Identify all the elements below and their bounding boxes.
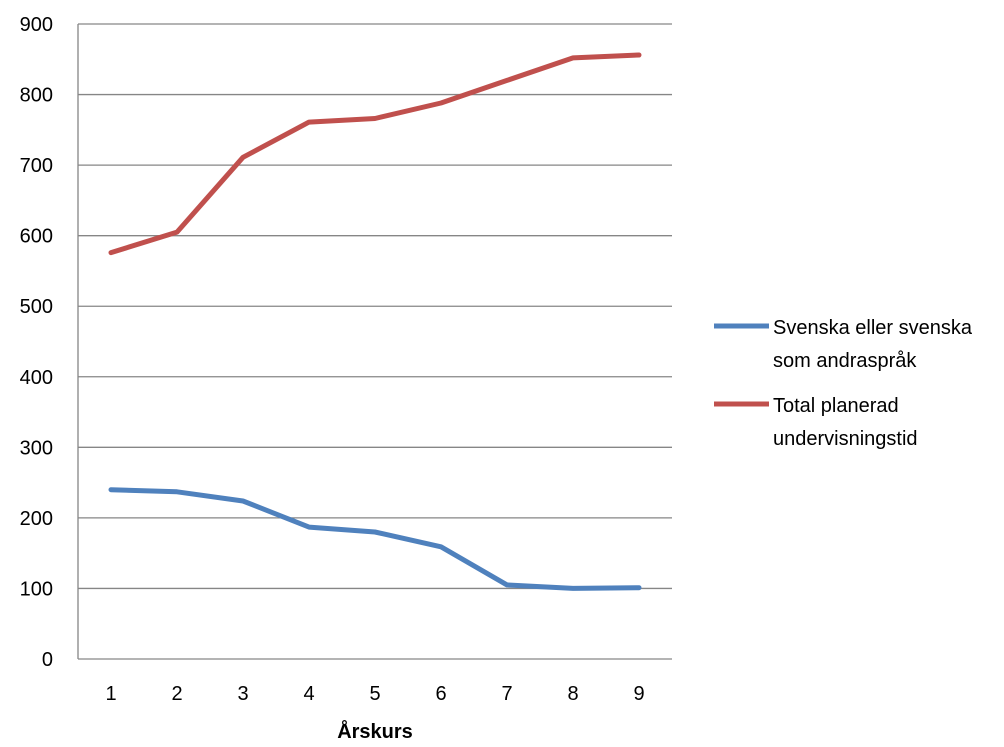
x-tick-label: 6 bbox=[435, 683, 446, 705]
y-tick-label: 800 bbox=[20, 85, 53, 107]
series-line-1 bbox=[111, 55, 639, 253]
y-tick-label: 0 bbox=[42, 649, 53, 671]
x-tick-label: 9 bbox=[633, 683, 644, 705]
y-tick-label: 300 bbox=[20, 437, 53, 459]
x-axis-title: Årskurs bbox=[337, 719, 413, 742]
x-axis-ticks: 1 2 3 4 5 6 7 8 9 bbox=[105, 683, 644, 705]
y-axis-ticks: 0 100 200 300 400 500 600 700 800 900 bbox=[20, 14, 53, 671]
gridlines bbox=[78, 24, 672, 588]
legend-label: Svenska eller svenska bbox=[773, 317, 973, 339]
x-tick-label: 7 bbox=[501, 683, 512, 705]
y-tick-label: 600 bbox=[20, 226, 53, 248]
y-tick-label: 400 bbox=[20, 367, 53, 389]
legend: Svenska eller svenska som andraspråk Total… bbox=[714, 317, 973, 450]
legend-label: som andraspråk bbox=[773, 350, 917, 372]
series-lines bbox=[111, 55, 639, 589]
x-tick-label: 4 bbox=[303, 683, 314, 705]
y-tick-label: 500 bbox=[20, 296, 53, 318]
x-tick-label: 1 bbox=[105, 683, 116, 705]
x-tick-label: 5 bbox=[369, 683, 380, 705]
legend-label: Total planerad bbox=[773, 395, 899, 417]
x-tick-label: 2 bbox=[171, 683, 182, 705]
series-line-0 bbox=[111, 490, 639, 589]
legend-item-0: Svenska eller svenska som andraspråk bbox=[714, 317, 973, 372]
y-tick-label: 900 bbox=[20, 14, 53, 36]
x-tick-label: 8 bbox=[567, 683, 578, 705]
y-tick-label: 700 bbox=[20, 155, 53, 177]
legend-label: undervisningstid bbox=[773, 428, 918, 450]
y-tick-label: 100 bbox=[20, 578, 53, 600]
x-tick-label: 3 bbox=[237, 683, 248, 705]
y-tick-label: 200 bbox=[20, 508, 53, 530]
legend-item-1: Total planerad undervisningstid bbox=[714, 395, 918, 450]
